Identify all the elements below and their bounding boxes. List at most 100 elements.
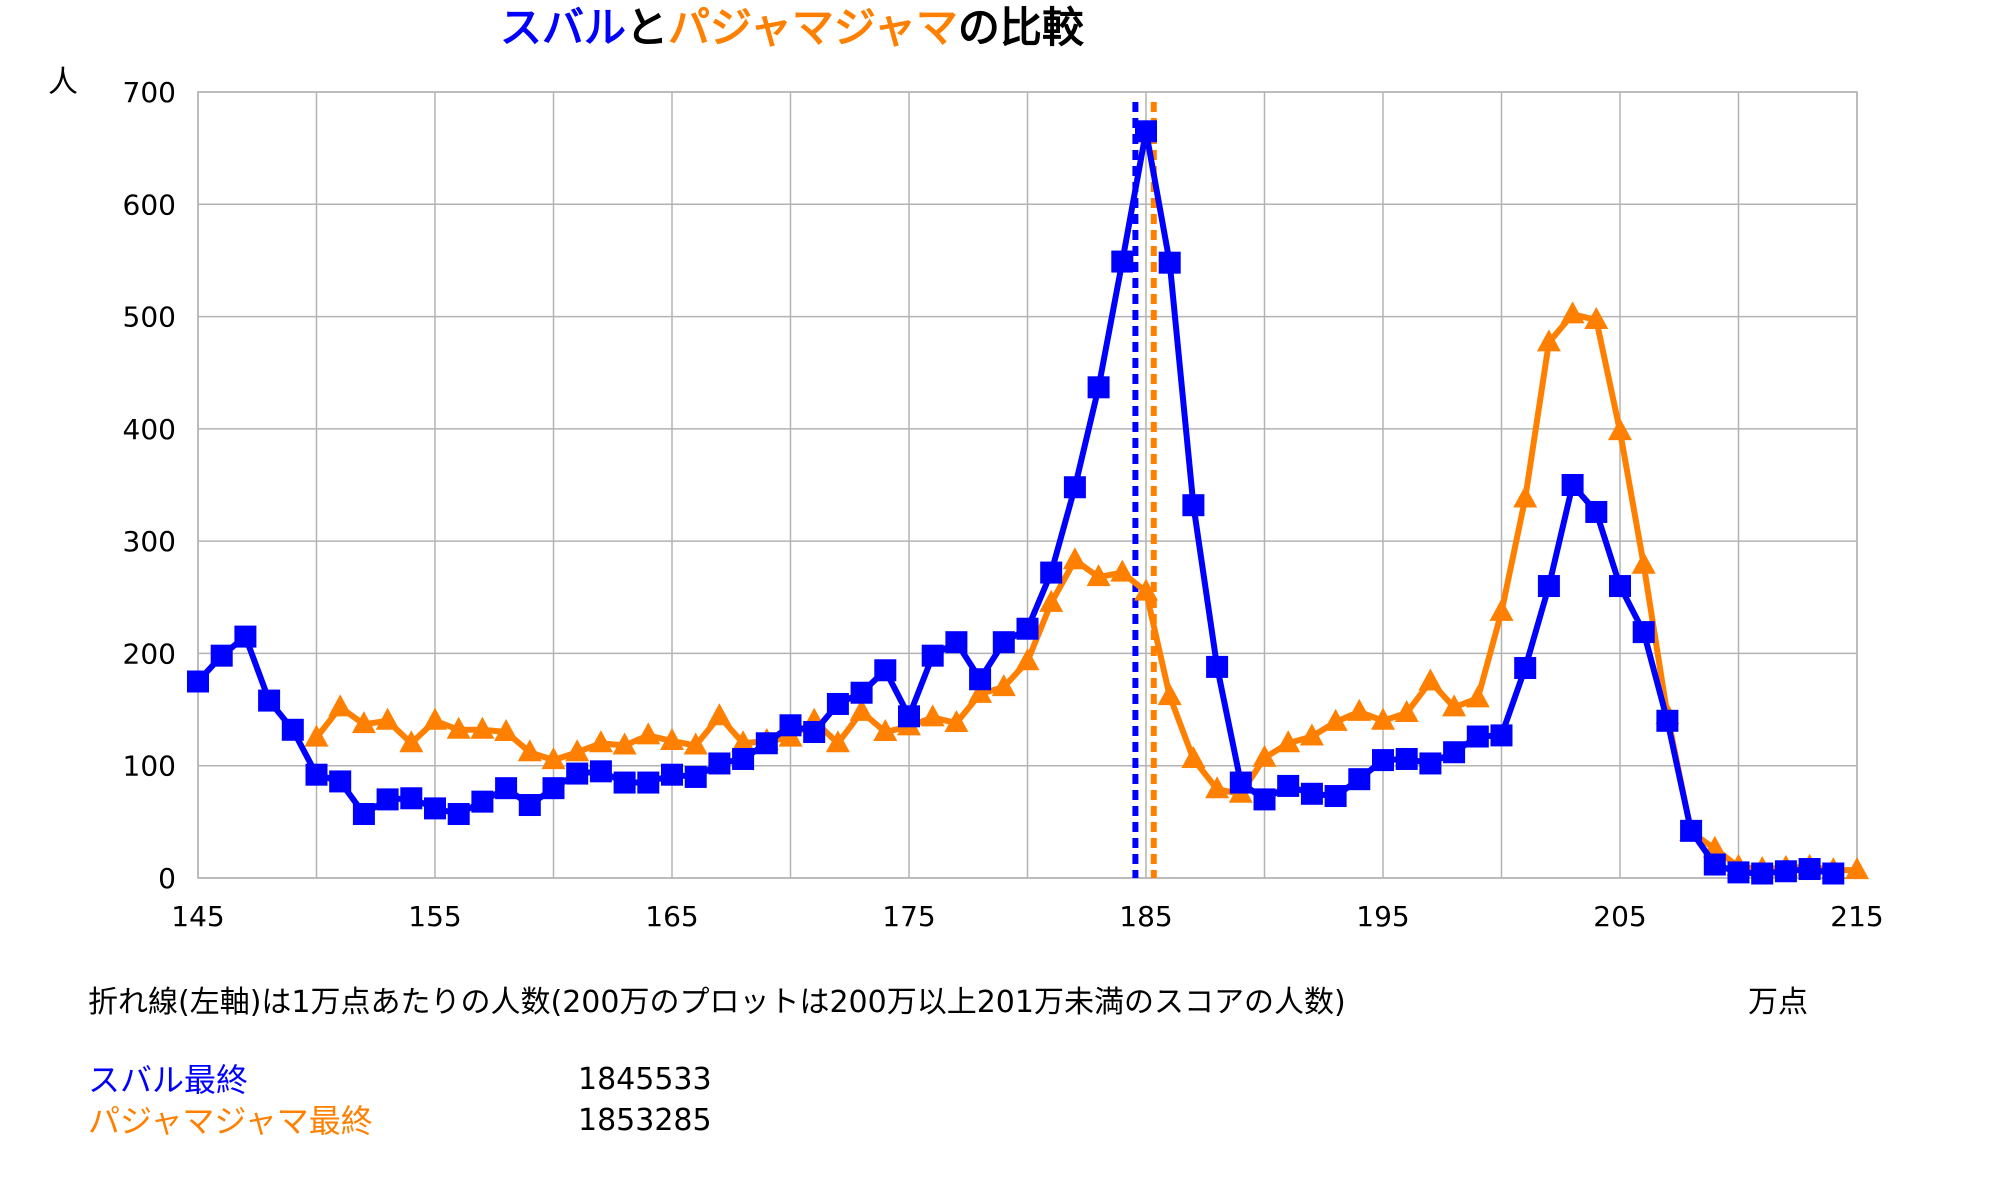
data-point bbox=[874, 659, 897, 682]
data-point bbox=[1632, 621, 1655, 644]
data-point bbox=[1157, 683, 1182, 706]
data-point bbox=[1087, 376, 1110, 399]
data-point bbox=[1561, 474, 1584, 496]
legend-subaru-label: スバル最終 bbox=[88, 1061, 249, 1099]
data-point bbox=[1039, 589, 1064, 612]
data-point bbox=[1845, 857, 1869, 880]
data-point bbox=[1324, 785, 1347, 808]
data-point bbox=[495, 777, 518, 800]
axis-ticks: 145 155 165 175 185 195 205 215 0 100 200 300 400 500… bbox=[123, 76, 1884, 933]
data-point bbox=[1394, 699, 1419, 722]
x-tick-label: 145 bbox=[171, 900, 224, 933]
data-point bbox=[305, 763, 328, 786]
data-point bbox=[566, 762, 589, 785]
series-1 bbox=[304, 301, 1869, 880]
data-point bbox=[849, 698, 874, 721]
data-point bbox=[1135, 120, 1157, 143]
data-point bbox=[1631, 551, 1656, 574]
data-point bbox=[755, 732, 778, 755]
data-point bbox=[1299, 723, 1324, 746]
data-point bbox=[423, 707, 447, 730]
title-part-0: スバル bbox=[500, 3, 626, 52]
data-point bbox=[707, 703, 732, 726]
data-point bbox=[1727, 861, 1750, 884]
data-point bbox=[1395, 747, 1418, 770]
data-point bbox=[1276, 730, 1301, 753]
data-point bbox=[1609, 575, 1631, 598]
data-point bbox=[1206, 655, 1229, 678]
data-point bbox=[400, 787, 423, 810]
data-point bbox=[825, 730, 850, 753]
grid bbox=[197, 91, 1858, 879]
data-point bbox=[1490, 724, 1513, 747]
legend-subaru-value: 1845533 bbox=[578, 1062, 712, 1097]
data-point bbox=[352, 802, 375, 825]
y-tick-label: 600 bbox=[123, 188, 176, 221]
data-point bbox=[1656, 709, 1679, 732]
data-point bbox=[992, 631, 1015, 654]
data-point bbox=[1514, 657, 1537, 680]
data-point bbox=[399, 730, 424, 753]
series-line-0 bbox=[195, 128, 1834, 877]
data-point bbox=[708, 752, 731, 775]
data-point bbox=[1798, 858, 1821, 881]
data-point bbox=[779, 714, 802, 737]
x-tick-label: 215 bbox=[1830, 900, 1883, 933]
data-point bbox=[1182, 494, 1205, 517]
y-tick-label: 300 bbox=[123, 525, 176, 558]
data-point bbox=[1181, 745, 1206, 768]
y-tick-label: 700 bbox=[123, 76, 176, 109]
data-point bbox=[328, 694, 353, 717]
data-point bbox=[304, 724, 329, 747]
data-point bbox=[494, 719, 519, 742]
chart-title: スバルとパジャマジャマの比較 bbox=[500, 3, 1085, 52]
data-point bbox=[1158, 251, 1181, 274]
data-point bbox=[1300, 782, 1323, 805]
data-point bbox=[1442, 694, 1467, 717]
data-point bbox=[1253, 788, 1276, 811]
data-point bbox=[612, 732, 637, 755]
data-point bbox=[1205, 776, 1230, 799]
data-point bbox=[991, 674, 1016, 697]
data-point bbox=[1063, 476, 1086, 499]
data-point bbox=[424, 797, 446, 820]
x-tick-label: 195 bbox=[1356, 900, 1409, 933]
data-point bbox=[898, 705, 920, 728]
chart-note: 折れ線(左軸)は1万点あたりの人数(200万のプロットは200万以上201万未満… bbox=[88, 985, 1346, 1020]
data-point bbox=[873, 719, 898, 742]
data-point bbox=[1277, 774, 1300, 797]
data-point bbox=[1822, 862, 1845, 885]
data-point bbox=[1252, 744, 1277, 767]
data-point bbox=[447, 802, 470, 825]
data-point bbox=[850, 681, 873, 704]
title-part-2: パジャマジャマ bbox=[668, 3, 958, 52]
data-point bbox=[1680, 819, 1703, 842]
data-point bbox=[588, 730, 613, 753]
data-point bbox=[518, 794, 541, 817]
x-axis-label: 万点 bbox=[1748, 985, 1808, 1020]
data-point bbox=[1323, 708, 1348, 731]
data-point bbox=[1703, 853, 1726, 876]
y-tick-label: 500 bbox=[123, 301, 176, 334]
series bbox=[187, 120, 1869, 885]
data-point bbox=[471, 790, 494, 813]
legend-pajama-value: 1853285 bbox=[578, 1103, 712, 1138]
data-point bbox=[1513, 485, 1538, 508]
data-point bbox=[1585, 500, 1608, 523]
data-point bbox=[187, 670, 209, 693]
data-point bbox=[565, 739, 590, 762]
data-point bbox=[1086, 564, 1111, 587]
data-point bbox=[1371, 707, 1395, 730]
data-point bbox=[470, 716, 495, 739]
data-point bbox=[1110, 559, 1135, 582]
data-point bbox=[329, 770, 352, 793]
x-tick-label: 185 bbox=[1119, 900, 1172, 933]
y-tick-label: 400 bbox=[123, 413, 176, 446]
data-point bbox=[1584, 306, 1609, 329]
data-point bbox=[1419, 752, 1442, 775]
data-point bbox=[375, 707, 400, 730]
x-tick-label: 175 bbox=[882, 900, 935, 933]
data-point bbox=[637, 771, 660, 794]
data-point bbox=[1418, 668, 1443, 691]
